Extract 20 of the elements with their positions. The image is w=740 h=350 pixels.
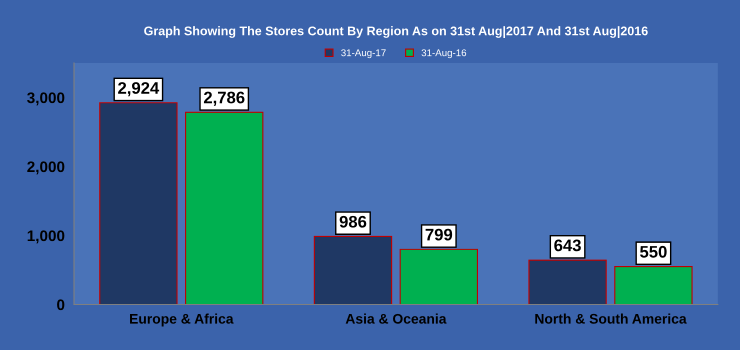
y-tick-label: 3,000 xyxy=(27,92,64,106)
bar xyxy=(528,260,607,304)
y-tick-label: 0 xyxy=(57,299,64,310)
x-tick-label: North & South America xyxy=(535,314,687,324)
legend-label: 31-Aug-16 xyxy=(422,49,466,58)
data-label: 799 xyxy=(426,228,452,241)
data-label: 643 xyxy=(554,239,581,252)
x-tick-label: Asia & Oceania xyxy=(346,314,447,324)
y-tick-label: 2,000 xyxy=(27,161,64,174)
bar xyxy=(314,236,392,304)
data-label: 550 xyxy=(640,246,667,258)
y-tick-label: 1,000 xyxy=(28,230,64,244)
legend-label: 31-Aug-17 xyxy=(341,49,386,58)
data-label: 2,786 xyxy=(204,92,244,106)
data-label: 2,924 xyxy=(118,82,160,96)
bar xyxy=(400,248,478,304)
chart-title: Graph Showing The Stores Count By Region As on 31st Aug|2017 And 31st Aug|2016 xyxy=(144,26,648,38)
bar xyxy=(614,266,693,304)
data-label: 986 xyxy=(340,216,366,228)
x-tick-label: Europe & Africa xyxy=(130,314,234,326)
